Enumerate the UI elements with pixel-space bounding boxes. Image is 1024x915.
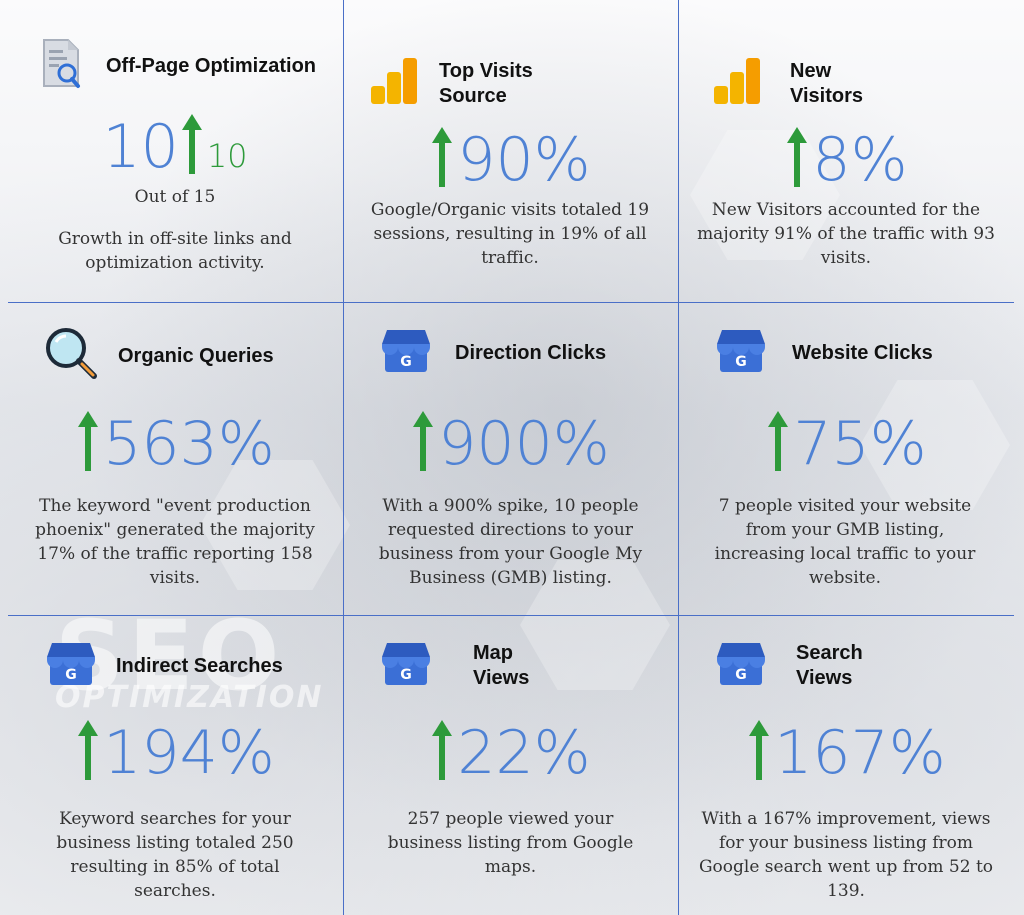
metric-card: G Search Views 167% With a 167% improvem… [678,615,1014,915]
metric-sub-value: 10 [206,137,248,175]
metric-value: 90% [343,125,677,204]
svg-text:G: G [735,354,747,370]
analytics-bars-icon [712,58,762,110]
svg-text:G: G [400,354,412,370]
metric-number: 90% [457,125,591,195]
metric-value: 900% [343,409,677,488]
arrow-up-icon [784,125,810,204]
card-description: 257 people viewed your business listing … [387,809,634,877]
metric-card: G Website Clicks 75% 7 people visited yo… [678,302,1014,615]
card-title: New Visitors [790,60,863,107]
google-my-business-icon: G [381,641,431,691]
metric-number: 75% [793,409,927,479]
arrow-up-icon [410,409,436,488]
card-title: Indirect Searches [116,654,283,677]
grid-line [678,0,679,915]
document-search-icon [40,38,84,94]
metric-value: 22% [343,718,677,797]
google-my-business-icon: G [381,328,431,378]
magnifier-icon [44,326,100,386]
card-description: The keyword "event production phoenix" g… [35,496,315,588]
metric-card: New Visitors 8% New Visitors accounted f… [678,0,1014,302]
metric-number: 194% [103,718,275,788]
out-of-label: Out of 15 [134,187,216,207]
arrow-up-icon [429,125,455,204]
arrow-up-icon [75,409,101,488]
metric-card: G Indirect Searches 194% Keyword searche… [8,615,342,915]
card-title: Organic Queries [118,344,274,367]
card-description: With a 900% spike, 10 people requested d… [378,496,643,588]
metric-number: 167% [774,718,946,788]
card-title: Website Clicks [792,341,933,364]
card-title: Map Views [473,642,530,689]
card-description: With a 167% improvement, views for your … [698,809,994,901]
metric-card: G Map Views 22% 257 people viewed your b… [343,615,677,915]
google-my-business-icon: G [716,641,766,691]
card-title: Off-Page Optimization [106,54,316,77]
card-title: Search Views [796,642,863,689]
svg-text:G: G [735,667,747,683]
arrow-up-icon [179,112,205,191]
card-description: New Visitors accounted for the majority … [697,200,995,268]
card-description: Google/Organic visits totaled 19 session… [370,200,650,268]
card-description: 7 people visited your website from your … [714,496,976,588]
grid-line [8,302,1014,303]
metric-value: 167% [678,718,1014,797]
card-description: Growth in off-site links and optimizatio… [58,229,292,273]
metric-number: 563% [103,409,275,479]
arrow-up-icon [75,718,101,797]
metric-value: 8% [678,125,1014,204]
metric-number: 10 [102,112,179,182]
metric-number: 900% [438,409,610,479]
google-my-business-icon: G [46,641,96,691]
metric-card: Organic Queries 563% The keyword "event … [8,302,342,615]
svg-text:G: G [65,667,77,683]
metric-card: Off-Page Optimization 10 10 Out of 15 Gro… [8,0,342,302]
background-hexagon [520,560,670,690]
metric-number: 8% [812,125,908,195]
grid-line [343,0,344,915]
metric-value: 75% [678,409,1014,488]
card-description: Keyword searches for your business listi… [56,809,294,901]
background-hexagon [690,130,840,260]
card-title: Top Visits Source [439,60,533,107]
metric-card: G Direction Clicks 900% With a 900% spik… [343,302,677,615]
metric-value: 194% [8,718,342,797]
google-my-business-icon: G [716,328,766,378]
background-watermark: OPTIMIZATION [55,680,324,715]
grid-line [8,615,1014,616]
svg-text:G: G [400,667,412,683]
arrow-up-icon [746,718,772,797]
analytics-bars-icon [369,58,419,110]
metric-number: 22% [457,718,591,788]
metric-card: Top Visits Source 90% Google/Organic vis… [343,0,677,302]
metric-value: 10 10 [8,112,342,191]
metric-value: 563% [8,409,342,488]
arrow-up-icon [765,409,791,488]
arrow-up-icon [429,718,455,797]
card-title: Direction Clicks [455,341,607,364]
